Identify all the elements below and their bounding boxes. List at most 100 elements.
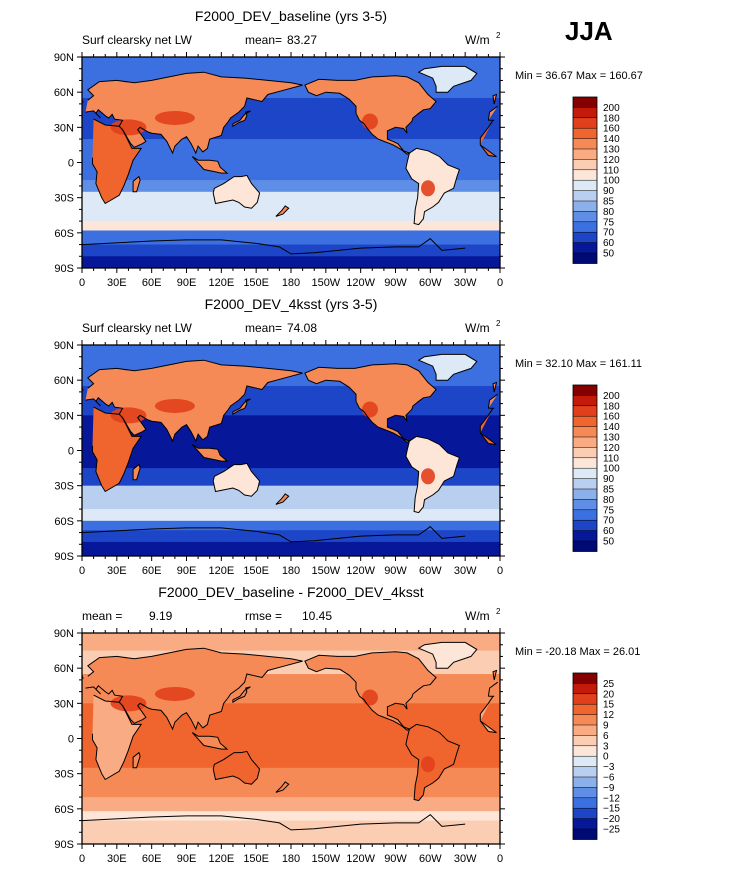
max-label: Max =: [580, 646, 610, 658]
lat-tick-label: 30N: [54, 698, 74, 710]
units-superscript: 2: [496, 607, 501, 616]
lon-tick-label: 150W: [311, 277, 340, 289]
map-field: [81, 633, 500, 845]
min-label: Min =: [515, 358, 542, 370]
colorbar-label: 3: [603, 741, 609, 752]
lat-tick-label: 90N: [54, 340, 74, 352]
lat-tick-label: 60N: [54, 663, 74, 675]
colorbar-label: 130: [603, 145, 620, 156]
colorbar-label: 25: [603, 679, 615, 690]
units-superscript: 2: [496, 319, 501, 328]
variable-label: Surf clearsky net LW: [82, 321, 192, 335]
lon-tick-label: 90W: [384, 277, 407, 289]
lon-tick-label: 90E: [177, 277, 197, 289]
colorbar-swatch: [573, 766, 597, 778]
season-label: JJA: [565, 16, 613, 46]
colorbar-swatch: [573, 426, 597, 438]
max-label: Max =: [576, 358, 606, 370]
colorbar-label: −25: [603, 825, 620, 836]
colorbar-swatch: [573, 395, 597, 407]
lat-tick-label: 90S: [54, 263, 74, 275]
colorbar-label: 70: [603, 516, 615, 527]
colorbar-swatch: [573, 829, 597, 840]
min-value: -20.18: [545, 646, 576, 658]
colorbar-swatch: [573, 232, 597, 243]
map-figure: F2000_DEV_baseline - F2000_DEV_4ksstmean…: [54, 584, 641, 865]
lon-tick-label: 30E: [107, 565, 127, 577]
colorbar-swatch: [573, 149, 597, 160]
lon-tick-label: 0: [497, 277, 503, 289]
mean-value: 9.19: [149, 609, 173, 623]
lon-tick-label: 30W: [454, 853, 477, 865]
colorbar-label: 9: [603, 721, 609, 732]
colorbar-label: 200: [603, 391, 620, 402]
colorbar-swatch: [573, 159, 597, 171]
colorbar-label: 90: [603, 186, 615, 197]
lon-tick-label: 90E: [177, 853, 197, 865]
lat-tick-label: 90S: [54, 839, 74, 851]
colorbar-swatch: [573, 211, 597, 223]
units-label: W/m: [465, 321, 490, 335]
colorbar-label: −3: [603, 762, 615, 773]
panel-title: F2000_DEV_baseline (yrs 3-5): [195, 8, 387, 24]
panel-difference: F2000_DEV_baseline - F2000_DEV_4ksst mean…: [0, 576, 733, 866]
colorbar-label: −6: [603, 773, 615, 784]
map-field: [81, 57, 500, 269]
colorbar-swatch: [573, 756, 597, 767]
lon-tick-label: 0: [79, 853, 85, 865]
map-field: [81, 345, 500, 557]
lat-tick-label: 30S: [54, 769, 74, 781]
colorbar-swatch: [573, 221, 597, 233]
colorbar-label: 140: [603, 422, 620, 433]
colorbar-label: 90: [603, 474, 615, 485]
lat-tick-label: 0: [68, 734, 74, 746]
colorbar-swatch: [573, 673, 597, 684]
colorbar-label: 85: [603, 485, 615, 496]
map-figure: F2000_DEV_4ksst (yrs 3-5) Surf clearsky n…: [54, 296, 642, 577]
colorbar-label: 140: [603, 134, 620, 145]
min-value: 36.67: [545, 70, 573, 82]
colorbar-label: 75: [603, 505, 615, 516]
lon-tick-label: 30E: [107, 853, 127, 865]
lon-tick-label: 60W: [419, 853, 442, 865]
min-label: Min =: [515, 70, 542, 82]
colorbar-swatch: [573, 725, 597, 736]
colorbar-swatch: [573, 808, 597, 819]
lon-tick-label: 60E: [142, 277, 162, 289]
colorbar-label: 85: [603, 197, 615, 208]
lat-tick-label: 60N: [54, 375, 74, 387]
lat-tick-label: 60S: [54, 516, 74, 528]
colorbar-swatch: [573, 107, 597, 119]
lat-tick-label: 0: [68, 446, 74, 458]
colorbar-swatch: [573, 714, 597, 726]
lat-tick-label: 30N: [54, 122, 74, 134]
colorbar-label: 6: [603, 731, 609, 742]
lat-tick-label: 90S: [54, 551, 74, 563]
lon-tick-label: 90E: [177, 565, 197, 577]
colorbar-swatch: [573, 180, 597, 191]
colorbar-swatch: [573, 169, 597, 181]
mean-label: mean =: [82, 609, 122, 623]
lon-tick-label: 60E: [142, 565, 162, 577]
lon-tick-label: 90W: [384, 565, 407, 577]
colorbar-swatch: [573, 405, 597, 417]
rmse-label: rmse =: [245, 609, 282, 623]
colorbar-label: 60: [603, 238, 615, 249]
colorbar-label: 100: [603, 464, 620, 475]
colorbar-label: 100: [603, 176, 620, 187]
max-value: 160.67: [609, 70, 643, 82]
colorbar-swatch: [573, 128, 597, 139]
lon-tick-label: 30E: [107, 277, 127, 289]
colorbar-label: 60: [603, 526, 615, 537]
colorbar-swatch: [573, 520, 597, 531]
map-figure: F2000_DEV_baseline (yrs 3-5)Surf clearsk…: [54, 8, 643, 289]
mean-label: mean=: [245, 33, 282, 47]
colorbar-swatch: [573, 530, 597, 542]
units-superscript: 2: [496, 31, 501, 40]
colorbar-label: 12: [603, 710, 615, 721]
panel-baseline: F2000_DEV_baseline (yrs 3-5) Surf clearsk…: [0, 0, 733, 290]
colorbar-swatch: [573, 117, 597, 129]
colorbar-label: 15: [603, 700, 615, 711]
variable-label: Surf clearsky net LW: [82, 33, 192, 47]
